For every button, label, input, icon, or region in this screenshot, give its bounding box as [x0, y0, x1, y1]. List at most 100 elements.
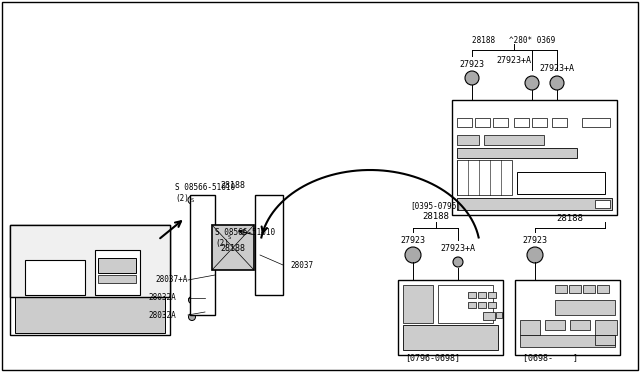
FancyBboxPatch shape — [468, 292, 476, 298]
FancyBboxPatch shape — [545, 320, 565, 330]
Circle shape — [189, 296, 195, 304]
Text: [0395-0796]: [0395-0796] — [411, 202, 461, 211]
FancyBboxPatch shape — [457, 148, 577, 158]
FancyBboxPatch shape — [478, 292, 486, 298]
FancyBboxPatch shape — [10, 225, 170, 297]
Circle shape — [525, 76, 539, 90]
Circle shape — [265, 246, 273, 254]
FancyBboxPatch shape — [98, 258, 136, 273]
Text: 27923+A: 27923+A — [497, 56, 531, 65]
Circle shape — [453, 257, 463, 267]
Circle shape — [198, 227, 205, 234]
FancyBboxPatch shape — [595, 320, 617, 335]
Text: 28188: 28188 — [221, 244, 246, 253]
Circle shape — [457, 112, 477, 132]
Text: S 08566-51610
(2): S 08566-51610 (2) — [215, 228, 275, 248]
Text: 28032A: 28032A — [148, 294, 176, 302]
FancyBboxPatch shape — [403, 325, 498, 350]
FancyBboxPatch shape — [457, 135, 479, 145]
Circle shape — [225, 233, 233, 241]
FancyBboxPatch shape — [532, 118, 547, 127]
Circle shape — [189, 314, 195, 321]
Text: 28037+A: 28037+A — [155, 276, 188, 285]
FancyBboxPatch shape — [95, 250, 140, 295]
Circle shape — [265, 281, 273, 289]
Circle shape — [403, 292, 429, 318]
FancyBboxPatch shape — [452, 100, 617, 215]
FancyBboxPatch shape — [520, 335, 615, 347]
FancyBboxPatch shape — [520, 320, 540, 335]
FancyBboxPatch shape — [488, 292, 496, 298]
FancyBboxPatch shape — [552, 118, 567, 127]
FancyBboxPatch shape — [555, 285, 567, 293]
FancyBboxPatch shape — [457, 118, 472, 127]
FancyBboxPatch shape — [438, 285, 493, 323]
FancyBboxPatch shape — [255, 195, 283, 295]
Circle shape — [265, 266, 273, 274]
FancyBboxPatch shape — [398, 280, 503, 355]
FancyBboxPatch shape — [10, 225, 170, 335]
FancyBboxPatch shape — [98, 275, 136, 283]
FancyBboxPatch shape — [484, 135, 544, 145]
Text: 28032A: 28032A — [148, 311, 176, 320]
FancyBboxPatch shape — [582, 118, 610, 127]
FancyBboxPatch shape — [597, 285, 609, 293]
FancyBboxPatch shape — [595, 335, 615, 345]
Text: 28188: 28188 — [557, 214, 584, 222]
Circle shape — [529, 296, 541, 308]
Circle shape — [265, 206, 273, 214]
Circle shape — [188, 196, 196, 204]
FancyBboxPatch shape — [493, 118, 508, 127]
Circle shape — [198, 298, 205, 305]
FancyBboxPatch shape — [517, 172, 605, 194]
Circle shape — [198, 264, 205, 272]
FancyBboxPatch shape — [570, 320, 590, 330]
Circle shape — [465, 71, 479, 85]
Circle shape — [411, 300, 421, 310]
Text: 27923+A: 27923+A — [540, 64, 575, 73]
Text: 27923: 27923 — [401, 235, 426, 244]
Text: S 08566-51610
(2): S 08566-51610 (2) — [175, 183, 235, 203]
Text: S: S — [190, 198, 194, 202]
Circle shape — [527, 247, 543, 263]
FancyBboxPatch shape — [496, 312, 502, 318]
Circle shape — [520, 287, 550, 317]
FancyBboxPatch shape — [468, 302, 476, 308]
FancyBboxPatch shape — [403, 285, 433, 323]
FancyBboxPatch shape — [583, 285, 595, 293]
FancyBboxPatch shape — [457, 198, 612, 210]
FancyBboxPatch shape — [25, 260, 85, 295]
FancyBboxPatch shape — [457, 160, 512, 195]
Text: [0698-    ]: [0698- ] — [523, 353, 578, 362]
Circle shape — [530, 110, 534, 114]
Text: 27923+A: 27923+A — [440, 244, 476, 253]
Text: 28037: 28037 — [290, 260, 313, 269]
Text: S: S — [227, 234, 230, 240]
Circle shape — [405, 247, 421, 263]
Bar — [519, 174, 603, 192]
Circle shape — [34, 237, 70, 273]
Text: 27923: 27923 — [522, 235, 547, 244]
Text: [0796-0698]: [0796-0698] — [405, 353, 460, 362]
Circle shape — [44, 247, 60, 263]
FancyBboxPatch shape — [514, 118, 529, 127]
Circle shape — [198, 244, 205, 251]
Circle shape — [198, 282, 205, 289]
Circle shape — [463, 118, 471, 126]
FancyBboxPatch shape — [488, 302, 496, 308]
Text: 28188: 28188 — [221, 180, 246, 189]
Text: 27923: 27923 — [460, 60, 484, 68]
Circle shape — [545, 110, 549, 114]
Text: 28188: 28188 — [422, 212, 449, 221]
Text: 28188   ^280* 0369: 28188 ^280* 0369 — [472, 35, 556, 45]
FancyBboxPatch shape — [478, 302, 486, 308]
FancyBboxPatch shape — [569, 285, 581, 293]
Circle shape — [550, 76, 564, 90]
FancyBboxPatch shape — [190, 195, 215, 315]
Circle shape — [198, 206, 205, 214]
FancyBboxPatch shape — [212, 225, 254, 270]
FancyBboxPatch shape — [555, 300, 615, 315]
Circle shape — [265, 226, 273, 234]
FancyBboxPatch shape — [475, 118, 490, 127]
FancyBboxPatch shape — [483, 312, 495, 320]
